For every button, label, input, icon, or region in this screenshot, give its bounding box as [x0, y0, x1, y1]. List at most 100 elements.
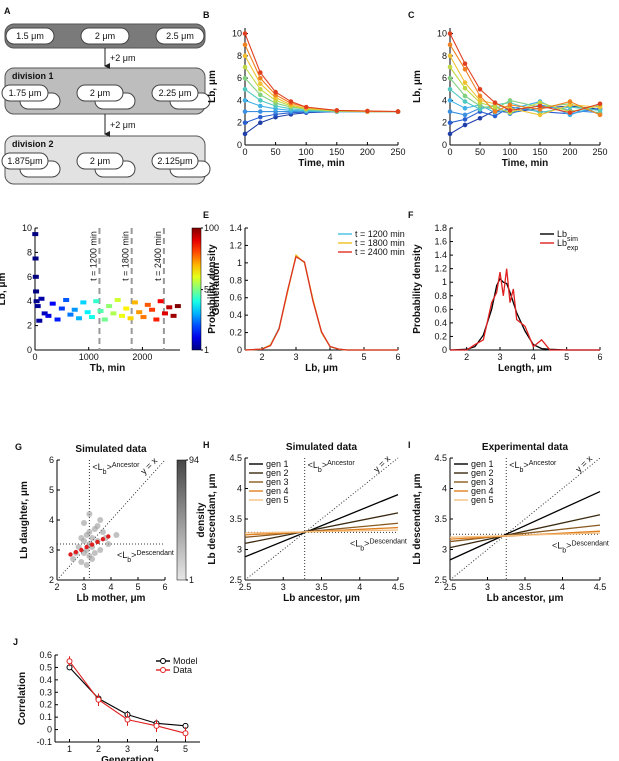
x-tick-label: 3 — [281, 582, 286, 592]
y-tick-label: 2.5 — [229, 575, 242, 585]
y-axis-label: Lb descendant, μm — [412, 473, 423, 564]
y-tick-label: 0.2 — [39, 700, 52, 710]
marker — [477, 98, 483, 103]
row-label: division 1 — [12, 71, 54, 81]
colorbar-label: density — [196, 502, 207, 537]
y-tick-label: 0 — [237, 140, 242, 150]
x-axis-label: Generation — [101, 755, 154, 761]
cell — [76, 152, 124, 170]
legend-label: gen 3 — [471, 477, 494, 487]
point — [127, 316, 134, 321]
x-tick-label: 0 — [32, 352, 37, 362]
x-tick-label: 2 — [464, 352, 469, 362]
identity-label: y = x — [574, 453, 595, 474]
y-tick-label: 0.8 — [434, 291, 447, 301]
marker — [462, 99, 468, 104]
marker — [447, 75, 453, 81]
point — [95, 539, 100, 545]
marker — [477, 86, 483, 92]
marker — [95, 696, 102, 703]
x-tick-label: 1000 — [79, 352, 99, 362]
x-axis-label: Lb mother, μm — [77, 593, 146, 604]
cell-length: 2 μm — [90, 156, 110, 166]
x-axis-label: Length, μm — [498, 363, 552, 374]
legend-label: t = 2400 min — [355, 247, 405, 257]
cell — [80, 27, 130, 45]
x-axis-label: Time, min — [502, 158, 549, 169]
cell — [151, 152, 199, 170]
label-part: b — [562, 547, 566, 554]
marker — [597, 101, 603, 107]
ancestor-label: <Lb>Ancestor — [509, 460, 557, 474]
x-tick-label: 2000 — [132, 352, 152, 362]
y-tick-label: 1.6 — [434, 237, 447, 247]
y-tick-label: 0 — [442, 345, 447, 355]
x-tick-label: 2.5 — [444, 582, 457, 592]
y-tick-label: 0.4 — [229, 310, 242, 320]
marker — [242, 131, 248, 137]
y-tick-label: 0.2 — [229, 328, 242, 338]
cell-length: 2.125μm — [157, 156, 192, 166]
point — [106, 534, 111, 539]
point — [93, 299, 100, 304]
point — [32, 256, 39, 261]
y-tick-label: 0 — [27, 345, 32, 355]
x-tick-label: 4 — [560, 582, 565, 592]
cell-length: 2 μm — [95, 31, 115, 41]
y-tick-label: 2 — [27, 321, 32, 331]
marker — [462, 80, 468, 85]
panel-letter: E — [203, 210, 209, 220]
label-part: b — [127, 557, 131, 564]
series-line — [244, 253, 398, 351]
marker — [507, 98, 513, 103]
ancestor-label: <Lb>Ancestor — [308, 460, 356, 474]
y-tick-label: 4 — [49, 515, 54, 525]
label-part: > — [364, 538, 369, 548]
chart-title: Simulated data — [286, 442, 358, 453]
label-part: sim — [567, 236, 578, 243]
x-tick-label: 4.5 — [594, 582, 607, 592]
series-line — [244, 512, 399, 545]
x-tick-label: 3 — [293, 352, 298, 362]
y-tick-label: 0.8 — [229, 275, 242, 285]
point — [45, 313, 52, 318]
marker — [447, 53, 453, 59]
x-axis-label: Tb, min — [90, 363, 126, 374]
legend-label: t = 1800 min — [355, 238, 405, 248]
marker — [462, 112, 468, 118]
label-part: b — [103, 469, 107, 476]
y-tick-label: 6 — [27, 272, 32, 282]
marker — [273, 89, 278, 95]
x-tick-label: 4 — [108, 582, 113, 592]
point — [157, 299, 164, 304]
point — [70, 556, 77, 562]
label-part: b — [520, 467, 524, 474]
point — [89, 556, 96, 562]
cell-length: 2.5 μm — [166, 31, 194, 41]
point — [79, 547, 84, 553]
y-tick-label: 1.2 — [434, 264, 447, 274]
marker — [567, 99, 573, 104]
point — [101, 317, 108, 322]
marker — [462, 93, 468, 99]
panel-letter: F — [408, 210, 414, 220]
point — [71, 307, 78, 312]
series-line — [450, 268, 600, 351]
label-part: Ancestor — [112, 462, 140, 469]
x-tick-label: 50 — [475, 147, 485, 157]
marker — [447, 109, 453, 114]
x-tick-label: 2 — [96, 744, 101, 754]
series-line — [244, 255, 398, 351]
point — [144, 302, 151, 307]
series-line — [449, 99, 601, 116]
marker — [492, 109, 498, 114]
marker — [242, 75, 248, 81]
colorbar-tick-label: 1 — [189, 575, 194, 585]
y-tick-label: 10 — [22, 223, 32, 233]
marker — [258, 109, 263, 114]
marker — [537, 112, 543, 118]
marker — [258, 103, 263, 109]
point — [161, 311, 168, 316]
label-part: Ancestor — [529, 460, 557, 467]
chart-title: Simulated data — [75, 444, 147, 455]
